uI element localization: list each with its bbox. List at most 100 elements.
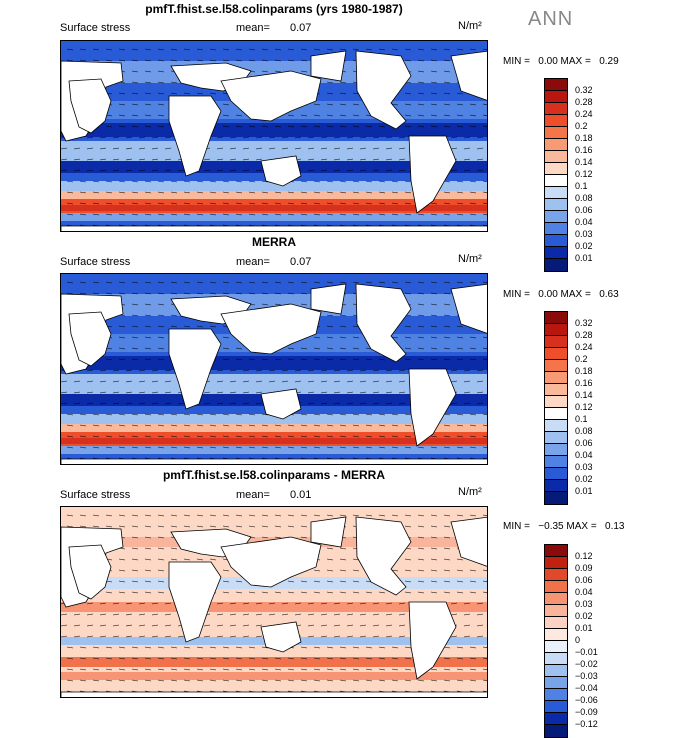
panel-2-map-canvas [61, 274, 487, 464]
panel-1-map [60, 40, 488, 232]
colorbar-tick-label: 0.14 [575, 157, 593, 167]
panel-3-mean-value: 0.01 [290, 489, 312, 501]
colorbar-tick-label: 0.12 [575, 169, 593, 179]
colorbar-cell [545, 617, 567, 629]
panel-2-max-value: 0.63 [599, 289, 619, 300]
colorbar-tick-label: −0.04 [575, 683, 598, 693]
colorbar-tick-label: −0.12 [575, 719, 598, 729]
colorbar-cell [545, 713, 567, 725]
season-label: ANN [528, 8, 574, 30]
colorbar-cell [545, 139, 567, 151]
colorbar-tick-label: 0.01 [575, 623, 593, 633]
colorbar-cell [545, 211, 567, 223]
colorbar-tick-label: −0.02 [575, 659, 598, 669]
colorbar-cell [545, 199, 567, 211]
colorbar-tick-label: 0.14 [575, 390, 593, 400]
panel-3-colorbar [544, 544, 568, 738]
colorbar-tick-label: 0.18 [575, 366, 593, 376]
panel-3-units: N/m² [458, 486, 482, 498]
colorbar-tick-label: 0.12 [575, 402, 593, 412]
panel-2-colorbar [544, 311, 568, 505]
colorbar-cell [545, 653, 567, 665]
colorbar-cell [545, 725, 567, 737]
colorbar-tick-label: 0.2 [575, 354, 588, 364]
panel-2-units: N/m² [458, 253, 482, 265]
colorbar-cell [545, 360, 567, 372]
colorbar-tick-label: 0.01 [575, 253, 593, 263]
colorbar-tick-label: 0.24 [575, 109, 593, 119]
colorbar-cell [545, 336, 567, 348]
panel-1-colorbar-labels: 0.32 0.28 0.24 0.2 0.18 0.16 0.14 0.12 0.1 0.08 0.… [575, 84, 593, 264]
colorbar-cell [545, 581, 567, 593]
panel-2-minmax: MIN = 0.00 MAX = 0.63 [503, 289, 619, 300]
panel-1-max-value: 0.29 [599, 56, 619, 67]
panel-2-mean-label: mean= [236, 256, 270, 268]
colorbar-cell [545, 151, 567, 163]
colorbar-cell [545, 79, 567, 91]
colorbar-tick-label: 0.03 [575, 462, 593, 472]
colorbar-cell [545, 259, 567, 271]
colorbar-cell [545, 247, 567, 259]
panel-1-title: pmfT.fhist.se.l58.colinparams (yrs 1980-… [145, 2, 403, 16]
panel-2-min-label: MIN = [503, 289, 530, 300]
panel-3-max-label: MAX = [566, 521, 597, 532]
colorbar-cell [545, 689, 567, 701]
panel-2-map [60, 273, 488, 465]
colorbar-cell [545, 557, 567, 569]
colorbar-tick-label: 0.32 [575, 85, 593, 95]
panel-3-variable: Surface stress [60, 489, 131, 501]
colorbar-cell [545, 456, 567, 468]
colorbar-cell [545, 629, 567, 641]
panel-1-mean-label: mean= [236, 22, 270, 34]
colorbar-tick-label: 0.08 [575, 426, 593, 436]
colorbar-tick-label: 0 [575, 635, 581, 645]
colorbar-cell [545, 348, 567, 360]
colorbar-cell [545, 492, 567, 504]
colorbar-tick-label: −0.03 [575, 671, 598, 681]
colorbar-tick-label: −0.09 [575, 707, 598, 717]
colorbar-cell [545, 569, 567, 581]
colorbar-cell [545, 223, 567, 235]
panel-1-mean-value: 0.07 [290, 22, 312, 34]
colorbar-tick-label: 0.09 [575, 563, 593, 573]
panel-3-map-canvas [61, 507, 487, 697]
panel-3-min-value: −0.35 [538, 521, 564, 532]
colorbar-tick-label: 0.1 [575, 414, 588, 424]
colorbar-cell [545, 103, 567, 115]
colorbar-cell [545, 115, 567, 127]
colorbar-cell [545, 396, 567, 408]
colorbar-cell [545, 468, 567, 480]
panel-1-units: N/m² [458, 20, 482, 32]
colorbar-tick-label: 0.32 [575, 318, 593, 328]
colorbar-tick-label: 0.08 [575, 193, 593, 203]
panel-1-map-canvas [61, 41, 487, 231]
colorbar-tick-label: 0.03 [575, 229, 593, 239]
colorbar-tick-label: 0.28 [575, 330, 593, 340]
colorbar-cell [545, 480, 567, 492]
panel-3-title: pmfT.fhist.se.l58.colinparams - MERRA [162, 468, 386, 482]
colorbar-cell [545, 127, 567, 139]
colorbar-cell [545, 593, 567, 605]
panel-2-max-label: MAX = [560, 289, 591, 300]
colorbar-cell [545, 420, 567, 432]
panel-3-minmax: MIN = −0.35 MAX = 0.13 [503, 521, 625, 532]
colorbar-tick-label: 0.06 [575, 575, 593, 585]
panel-3-colorbar-labels: 0.12 0.09 0.06 0.04 0.03 0.02 0.01 0 −0.01 −0.02 −… [575, 550, 598, 730]
colorbar-cell [545, 187, 567, 199]
colorbar-cell [545, 432, 567, 444]
colorbar-cell [545, 701, 567, 713]
colorbar-cell [545, 545, 567, 557]
panel-3-mean-label: mean= [236, 489, 270, 501]
colorbar-tick-label: 0.01 [575, 486, 593, 496]
colorbar-cell [545, 312, 567, 324]
colorbar-tick-label: 0.18 [575, 133, 593, 143]
colorbar-cell [545, 408, 567, 420]
colorbar-tick-label: 0.12 [575, 551, 593, 561]
panel-3-map [60, 506, 488, 698]
colorbar-tick-label: 0.16 [575, 145, 593, 155]
colorbar-cell [545, 175, 567, 187]
panel-1-colorbar [544, 78, 568, 272]
colorbar-tick-label: 0.02 [575, 241, 593, 251]
colorbar-cell [545, 91, 567, 103]
panel-2-mean-value: 0.07 [290, 256, 312, 268]
